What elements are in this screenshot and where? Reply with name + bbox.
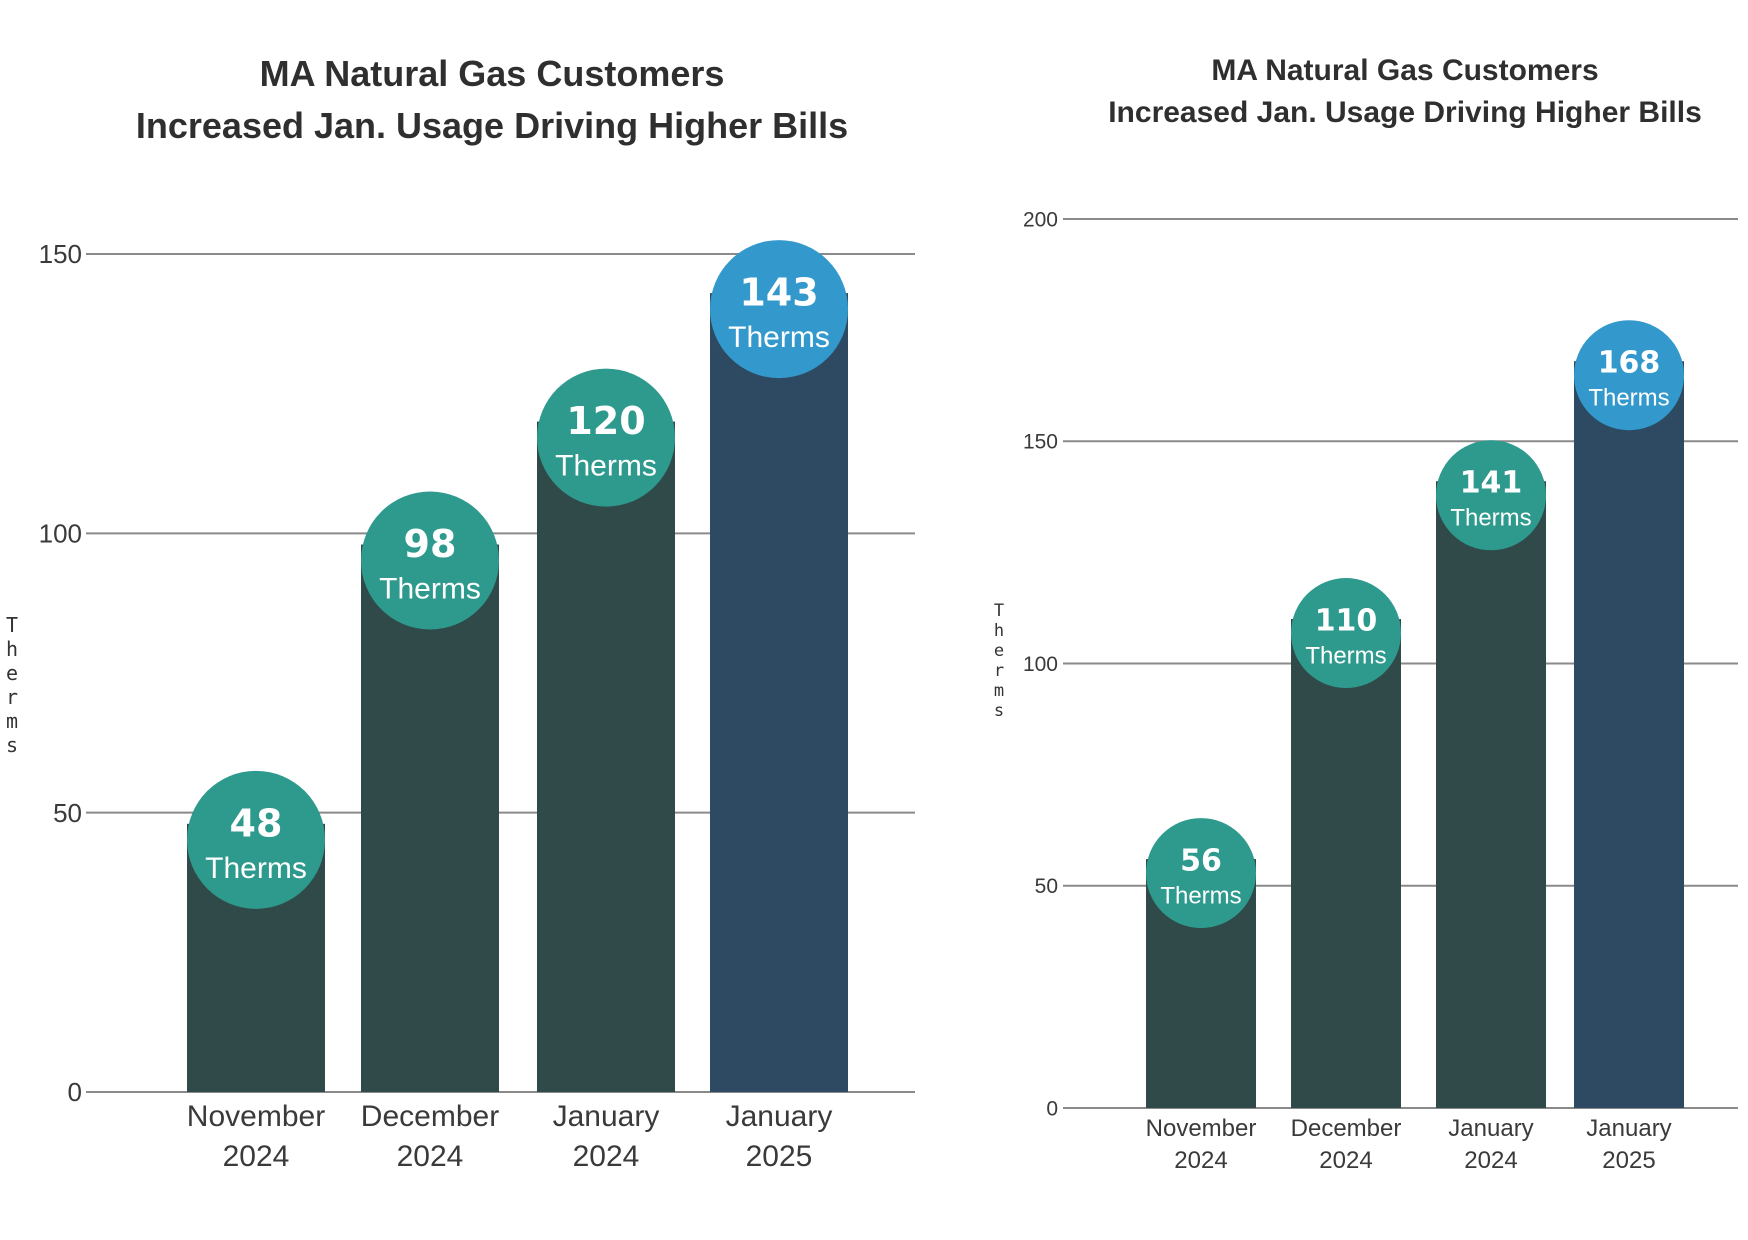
right-title-line-1: MA Natural Gas Customers [1211,54,1598,87]
left-ylabel-letter: T [6,613,18,637]
left-xtick-label-1: 2024 [223,1140,290,1173]
right-ylabel-letter: s [994,701,1004,721]
right-ylabel: Therms [994,601,1004,721]
left-ylabel-letter: r [6,685,18,709]
right-data-label-1: 56 [1180,843,1222,878]
right-ytick-label: 200 [1023,208,1058,231]
right-xtick-label-2: December [1291,1115,1402,1142]
left-xtick-label-3: January [553,1100,660,1133]
right-xtick-label-3: 2024 [1464,1147,1517,1174]
left-data-label-unit-4: Therms [728,321,830,354]
right-data-label-unit-2: Therms [1305,642,1386,669]
left-ylabel-letter: m [6,709,18,733]
right-bar-4 [1574,361,1684,1108]
left-xtick-label-1: November [187,1100,325,1133]
left-data-label-unit-1: Therms [205,852,307,885]
left-ytick-label: 50 [53,798,82,828]
left-ytick-label: 150 [39,239,82,269]
chart-right: MA Natural Gas Customers Increased Jan. U… [980,0,1748,1240]
left-bar-label-circle-3 [537,368,675,507]
chart-left: MA Natural Gas Customers Increased Jan. U… [6,53,915,1173]
left-data-label-unit-3: Therms [555,450,657,483]
right-bar-label-circle-2 [1291,578,1401,689]
left-data-label-4: 143 [739,271,818,315]
right-data-label-2: 110 [1315,603,1378,638]
left-title-line-1: MA Natural Gas Customers [260,53,725,94]
right-data-label-unit-1: Therms [1160,882,1241,909]
left-data-label-3: 120 [566,399,645,443]
right-bar-label-circle-1 [1146,818,1256,929]
left-bar-4 [710,293,848,1092]
right-ylabel-letter: r [994,661,1004,681]
left-ylabel: Therms [6,613,18,757]
left-xtick-label-4: January [726,1100,833,1133]
left-bar-3 [537,421,675,1093]
chart-left-svg: MA Natural Gas Customers Increased Jan. U… [6,53,915,1173]
right-xtick-label-4: January [1586,1115,1671,1142]
left-xtick-label-2: 2024 [397,1140,464,1173]
right-ylabel-letter: T [994,601,1004,621]
left-bar-label-circle-2 [361,491,499,630]
left-ytick-label: 0 [68,1077,82,1107]
right-data-label-4: 168 [1598,345,1661,380]
right-xtick-label-1: November [1146,1115,1257,1142]
right-ylabel-letter: h [994,621,1004,641]
left-data-label-1: 48 [230,801,283,845]
left-xtick-label-4: 2025 [746,1140,813,1173]
right-title-line-2: Increased Jan. Usage Driving Higher Bill… [1108,96,1702,129]
right-data-label-unit-4: Therms [1588,384,1669,411]
chart-right-svg: MA Natural Gas Customers Increased Jan. U… [994,54,1738,1174]
right-xtick-label-4: 2025 [1602,1147,1655,1174]
right-ytick-label: 150 [1023,431,1058,454]
right-bar-2 [1291,619,1401,1108]
right-bar-label-circle-4 [1574,320,1684,431]
right-ylabel-letter: m [994,681,1004,701]
right-xtick-label-1: 2024 [1174,1147,1227,1174]
left-bar-label-circle-4 [710,240,848,379]
left-bar-label-circle-1 [187,770,325,909]
right-xtick-label-2: 2024 [1319,1147,1372,1174]
left-xtick-label-3: 2024 [573,1140,640,1173]
right-data-label-unit-3: Therms [1450,505,1531,532]
left-title-line-2: Increased Jan. Usage Driving Higher Bill… [136,105,848,146]
right-ylabel-letter: e [994,641,1004,661]
left-xtick-label-2: December [361,1100,499,1133]
left-ylabel-letter: h [6,637,18,661]
right-xtick-label-3: January [1448,1115,1533,1142]
left-ytick-label: 100 [39,518,82,548]
left-ylabel-letter: s [6,733,18,757]
left-data-label-unit-2: Therms [379,572,481,605]
left-data-label-2: 98 [404,522,457,566]
left-ylabel-letter: e [6,661,18,685]
right-data-label-3: 141 [1460,466,1523,501]
right-bar-3 [1436,481,1546,1108]
left-bar-2 [361,544,499,1092]
right-ytick-label: 0 [1046,1097,1058,1120]
right-bar-label-circle-3 [1436,440,1546,551]
right-ytick-label: 100 [1023,653,1058,676]
right-ytick-label: 50 [1035,875,1058,898]
